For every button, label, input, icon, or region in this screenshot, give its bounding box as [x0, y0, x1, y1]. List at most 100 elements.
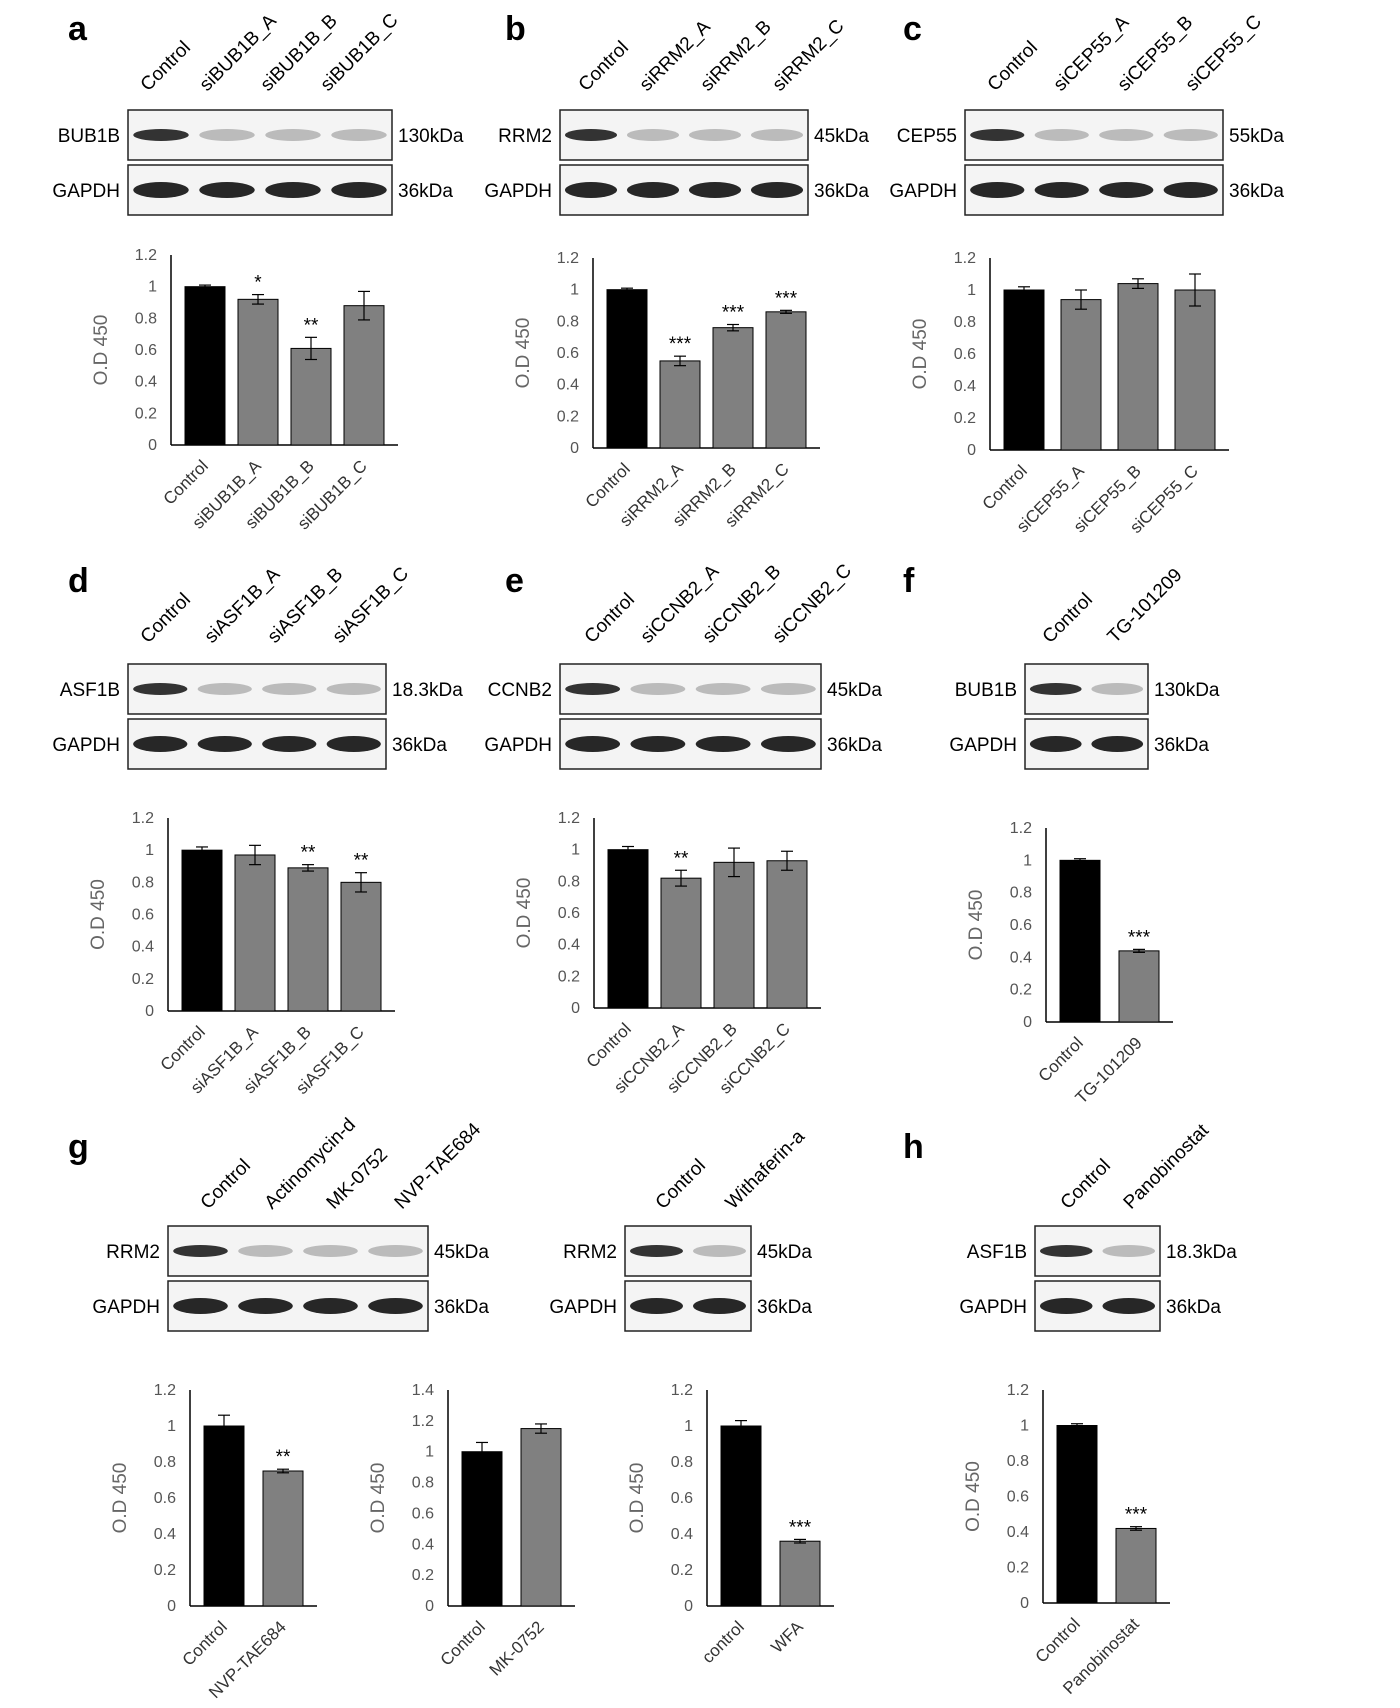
significance-mark: ** [674, 848, 689, 869]
significance-mark: *** [775, 288, 798, 309]
blot-band [695, 736, 751, 752]
y-tick-label: 0.4 [558, 937, 580, 954]
protein-label: RRM2 [563, 1242, 617, 1263]
y-tick-label: 1.2 [1010, 820, 1032, 837]
bar [520, 1428, 562, 1607]
kda-label: 36kDa [1229, 181, 1284, 202]
y-tick-label: 1.2 [671, 1382, 693, 1399]
significance-mark: ** [354, 851, 369, 872]
blot-band [133, 736, 188, 752]
blot-band [760, 683, 816, 695]
bar [287, 867, 329, 1012]
y-tick-label: 0.4 [557, 377, 579, 394]
blot-band [564, 129, 618, 141]
y-tick-label: 1.4 [412, 1382, 434, 1399]
y-tick-label: 0.2 [557, 408, 579, 425]
y-tick-label: 0.6 [1010, 917, 1032, 934]
y-tick-label: 0.8 [1010, 885, 1032, 902]
blot-band [1034, 182, 1089, 198]
blot-band [173, 1245, 228, 1257]
blot-band [331, 182, 387, 198]
blot-band [238, 1245, 293, 1257]
blot-band [1102, 1298, 1155, 1314]
panel-letter: e [505, 562, 524, 600]
y-tick-label: 0.8 [557, 313, 579, 330]
blot-band [326, 736, 381, 752]
protein-label: RRM2 [106, 1242, 160, 1263]
protein-label: GAPDH [484, 181, 552, 202]
lane-label: Control [652, 1155, 710, 1213]
blot-band [133, 683, 188, 695]
y-tick-label: 0.2 [132, 971, 154, 988]
blot-band [688, 182, 742, 198]
x-category-label: WFA [767, 1617, 807, 1657]
y-tick-label: 0.8 [1007, 1453, 1029, 1470]
blot-band [693, 1298, 746, 1314]
protein-label: CEP55 [897, 126, 957, 147]
y-tick-label: 0.8 [412, 1475, 434, 1492]
kda-label: 45kDa [434, 1242, 489, 1263]
blot-band [1163, 182, 1218, 198]
y-tick-label: 1 [1020, 1418, 1029, 1435]
x-category-label: control [698, 1617, 748, 1667]
y-tick-label: 0.2 [1010, 982, 1032, 999]
lane-label: siRRM2_C [769, 16, 849, 96]
blot-band [368, 1298, 423, 1314]
blot-band [238, 1298, 293, 1314]
panel-letter: a [68, 10, 88, 48]
blot-band [1099, 182, 1154, 198]
y-tick-label: 0.4 [1010, 949, 1032, 966]
blot-band [626, 182, 680, 198]
bar [1003, 289, 1045, 451]
protein-label: GAPDH [949, 735, 1017, 756]
y-tick-label: 0.4 [954, 378, 976, 395]
bar [660, 877, 702, 1009]
y-tick-label: 0.6 [671, 1490, 693, 1507]
y-tick-label: 0.8 [954, 314, 976, 331]
bar [1059, 859, 1101, 1023]
blot-band [265, 129, 321, 141]
y-tick-label: 0.4 [412, 1536, 434, 1553]
x-category-label: Control [582, 459, 634, 511]
y-tick-label: 1.2 [557, 250, 579, 267]
blot-band [760, 736, 816, 752]
protein-label: GAPDH [549, 1297, 617, 1318]
y-tick-label: 0.2 [135, 405, 157, 422]
blot-band [331, 129, 387, 141]
blot-band [1163, 129, 1218, 141]
blot-band [265, 182, 321, 198]
x-category-label: Control [179, 1617, 231, 1669]
bar [343, 305, 385, 446]
y-tick-label: 0.2 [671, 1562, 693, 1579]
lane-label: TG-101209 [1104, 565, 1187, 648]
blot-band [1040, 1245, 1093, 1257]
kda-label: 36kDa [398, 181, 453, 202]
blot-band [970, 182, 1025, 198]
y-tick-label: 0.6 [132, 907, 154, 924]
significance-mark: *** [1128, 927, 1151, 948]
lane-label: siCEP55_C [1182, 11, 1266, 95]
lane-label: Control [1057, 1155, 1115, 1213]
panel-letter: d [68, 562, 89, 600]
blot-band [1091, 683, 1144, 695]
y-tick-label: 0.6 [154, 1490, 176, 1507]
panel-letter: b [505, 10, 526, 48]
bar [1060, 299, 1102, 451]
blot-band [199, 129, 255, 141]
panel-letter: g [68, 1128, 89, 1166]
y-tick-label: 0.6 [1007, 1489, 1029, 1506]
y-tick-label: 0.2 [412, 1567, 434, 1584]
y-tick-label: 1.2 [1007, 1382, 1029, 1399]
y-tick-label: 1.2 [412, 1413, 434, 1430]
y-tick-label: 1.2 [135, 247, 157, 264]
y-tick-label: 1 [571, 842, 580, 859]
protein-label: ASF1B [967, 1242, 1027, 1263]
y-axis-label: O.D 450 [966, 890, 987, 961]
blot-band [750, 129, 804, 141]
x-category-label: MK-0752 [486, 1617, 548, 1679]
y-tick-label: 0 [167, 1598, 176, 1615]
lane-label: Control [197, 1155, 255, 1213]
blot-band [326, 683, 381, 695]
y-tick-label: 0.2 [558, 968, 580, 985]
blot-band [565, 736, 621, 752]
